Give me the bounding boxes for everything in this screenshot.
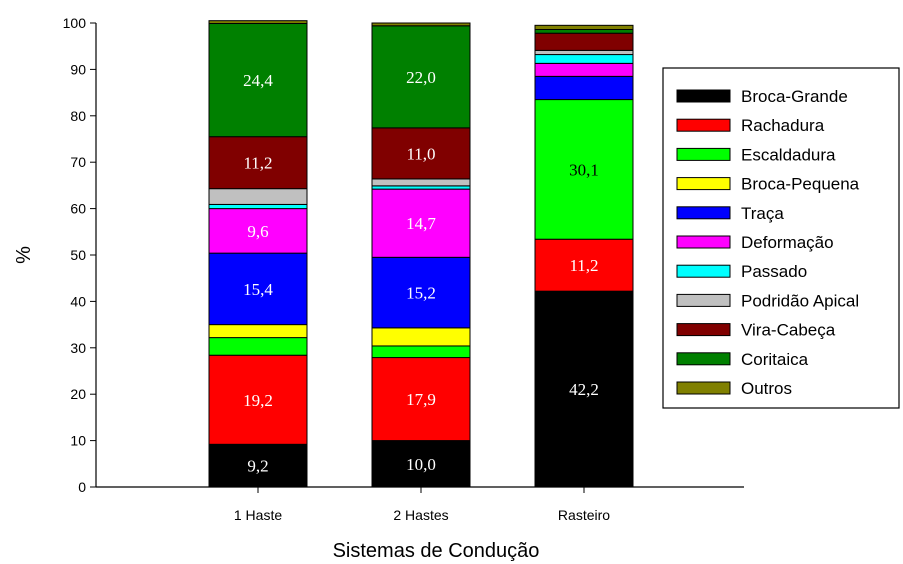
data-label: 11,2 [569,256,598,275]
y-tick-label: 20 [70,386,86,402]
legend-label: Rachadura [741,116,825,135]
data-label: 9,2 [247,457,268,476]
bar-segment [371,127,471,180]
data-label: 17,9 [406,390,436,409]
y-tick-label: 80 [70,108,86,124]
data-label: 15,2 [406,284,436,303]
bar-segment [534,28,634,34]
bar-segment [534,24,634,30]
data-label: 15,4 [243,280,273,299]
bar-segment [534,290,634,488]
bar-segment [371,256,471,329]
bar-segment [371,178,471,187]
legend-label: Outros [741,379,792,398]
bar-segment [208,20,308,24]
bar-segment [208,324,308,339]
y-tick-label: 100 [63,15,87,31]
bar-segment [371,345,471,359]
bar-segment [534,32,634,51]
data-label: 11,0 [406,144,435,163]
legend-label: Broca-Grande [741,87,848,106]
axes-group: 0 10 20 30 40 50 60 70 80 90 100 1 Haste 2 Hastes Ras… [63,15,744,523]
bar-segment [371,25,471,129]
data-label: 30,1 [569,160,599,179]
x-axis-title: Sistemas de Condução [333,540,540,562]
legend-label: Escaldadura [741,145,836,164]
bar-segment [208,136,308,190]
legend-label: Coritaica [741,350,809,369]
bars-group: 9,2 19,2 15,4 9,6 11,2 24,4 10,0 17,9 15,2 14,7 11… [208,20,634,488]
legend-label: Broca-Pequena [741,175,860,194]
bar-segment [534,238,634,292]
legend-swatch [676,264,731,278]
data-label: 10,0 [406,455,436,474]
legend-swatch [676,235,731,249]
legend-label: Traça [741,204,784,223]
legend-label: Deformação [741,233,834,252]
legend-swatch [676,118,731,132]
bar-segment [208,208,308,254]
bar-segment [208,188,308,205]
y-tick-label: 10 [70,433,86,449]
legend-label: Podridão Apical [741,291,859,310]
legend-swatch [676,293,731,307]
legend-swatch [676,206,731,220]
bar-segment [208,354,308,445]
data-label: 14,7 [406,214,436,233]
x-tick-label: Rasteiro [558,507,610,523]
bar-segment [534,54,634,64]
y-tick-label: 90 [70,61,86,77]
bar-segment [534,49,634,56]
legend: Broca-Grande Rachadura Escaldadura Broca-Pe… [662,67,900,409]
legend-swatch [676,323,731,337]
x-tick-label: 1 Haste [234,507,282,523]
legend-label: Passado [741,262,807,281]
y-tick-label: 50 [70,247,86,263]
bar-segment [371,327,471,347]
bar-segment [208,203,308,210]
bar-segment [208,443,308,488]
data-label: 24,4 [243,71,273,90]
legend-swatch [676,147,731,161]
legend-swatch [676,89,731,103]
data-label: 22,0 [406,68,436,87]
legend-swatch [676,177,731,191]
bar-segment [534,62,634,77]
bar-segment [208,22,308,138]
bar-segment [371,357,471,442]
bar-segment [371,22,471,27]
data-label: 9,6 [247,222,268,241]
legend-swatch [676,381,731,395]
legend-label: Vira-Cabeça [741,321,836,340]
bar-segment [534,75,634,101]
bar-segment [534,99,634,240]
legend-swatch [676,352,731,366]
y-tick-label: 40 [70,293,86,309]
y-tick-label: 60 [70,201,86,217]
x-tick-label: 2 Hastes [393,507,448,523]
y-tick-label: 70 [70,154,86,170]
bar-segment [371,188,471,258]
y-tick-label: 0 [78,479,86,495]
y-axis-title: % [13,246,35,264]
bar-segment [208,337,308,356]
data-label: 42,2 [569,380,599,399]
data-label: 11,2 [243,154,272,173]
data-label: 19,2 [243,391,273,410]
y-tick-label: 30 [70,340,86,356]
